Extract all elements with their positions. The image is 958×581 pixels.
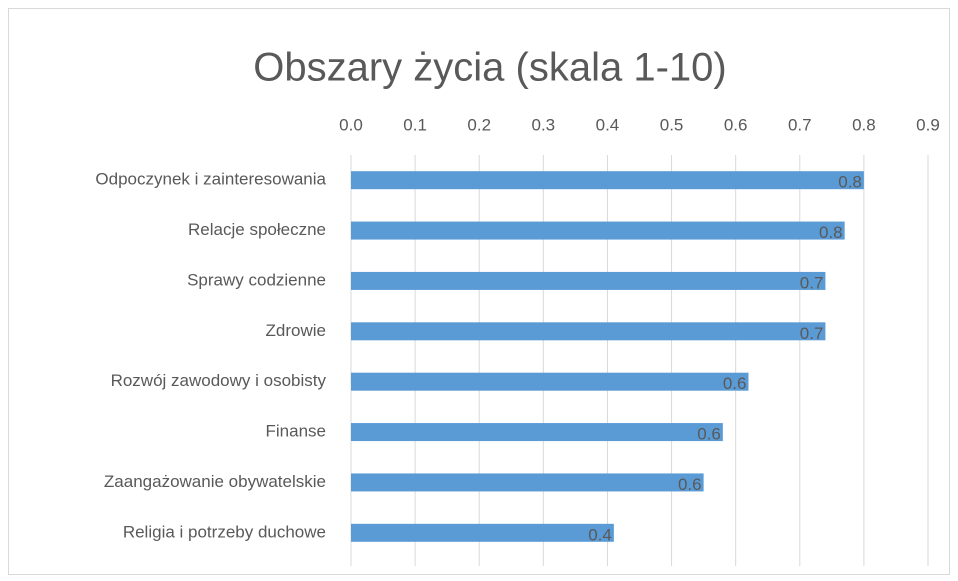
x-tick-label: 0.2 [467,115,491,134]
data-label: 0.7 [800,273,824,292]
y-tick-label: Relacje społeczne [188,220,326,239]
x-tick-label: 0.5 [660,115,684,134]
y-tick-label: Finanse [266,422,326,441]
bar [351,523,614,542]
y-tick-label: Odpoczynek i zainteresowania [95,170,326,189]
chart-title: Obszary życia (skala 1-10) [253,46,726,90]
bar [351,372,749,391]
bar [351,221,845,240]
bar [351,271,826,290]
x-tick-label: 0.0 [339,115,363,134]
y-tick-label: Sprawy codzienne [187,270,326,289]
x-tick-label: 0.7 [788,115,812,134]
data-label: 0.6 [697,425,721,444]
y-tick-label: Zdrowie [266,321,326,340]
y-tick-label: Rozwój zawodowy i osobisty [111,371,327,390]
data-label: 0.8 [819,223,843,242]
x-tick-label: 0.6 [724,115,748,134]
data-label: 0.8 [838,173,862,192]
bar [351,473,704,492]
x-tick-label: 0.1 [403,115,427,134]
data-label: 0.7 [800,324,824,343]
y-tick-label: Religia i potrzeby duchowe [123,522,326,541]
x-tick-label: 0.8 [852,115,876,134]
bar [351,171,864,190]
x-tick-label: 0.9 [916,115,940,134]
x-tick-label: 0.4 [596,115,620,134]
bar [351,322,826,341]
data-label: 0.6 [678,475,702,494]
data-label: 0.4 [588,525,612,544]
bar [351,423,723,442]
x-tick-label: 0.3 [532,115,556,134]
y-tick-label: Zaangażowanie obywatelskie [104,472,326,491]
data-label: 0.6 [723,374,747,393]
